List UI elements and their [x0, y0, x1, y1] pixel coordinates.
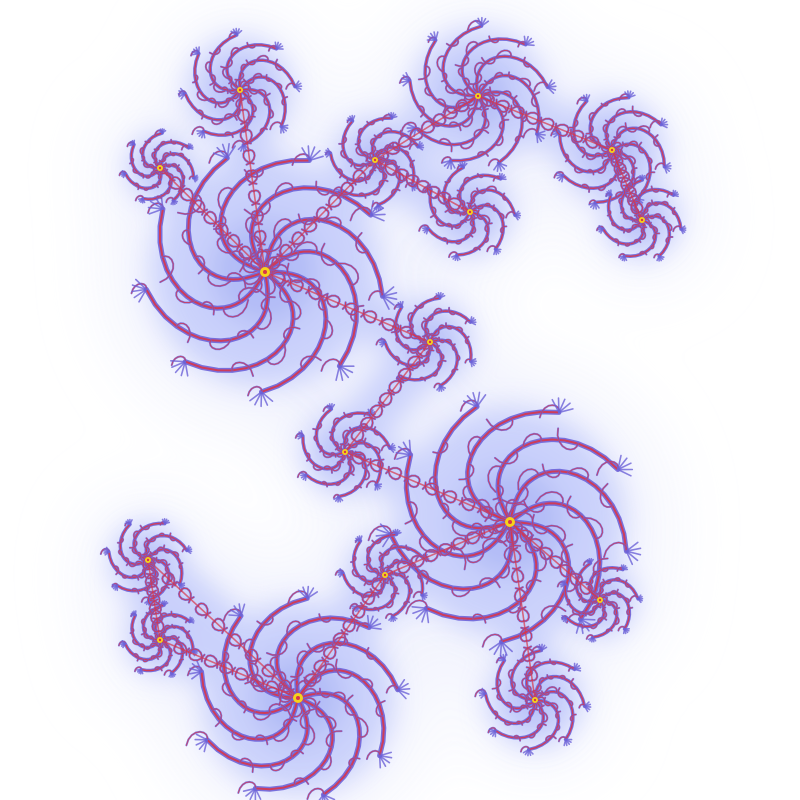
- spiral-centers: [145, 87, 645, 703]
- fractal-filaments: [99, 16, 687, 800]
